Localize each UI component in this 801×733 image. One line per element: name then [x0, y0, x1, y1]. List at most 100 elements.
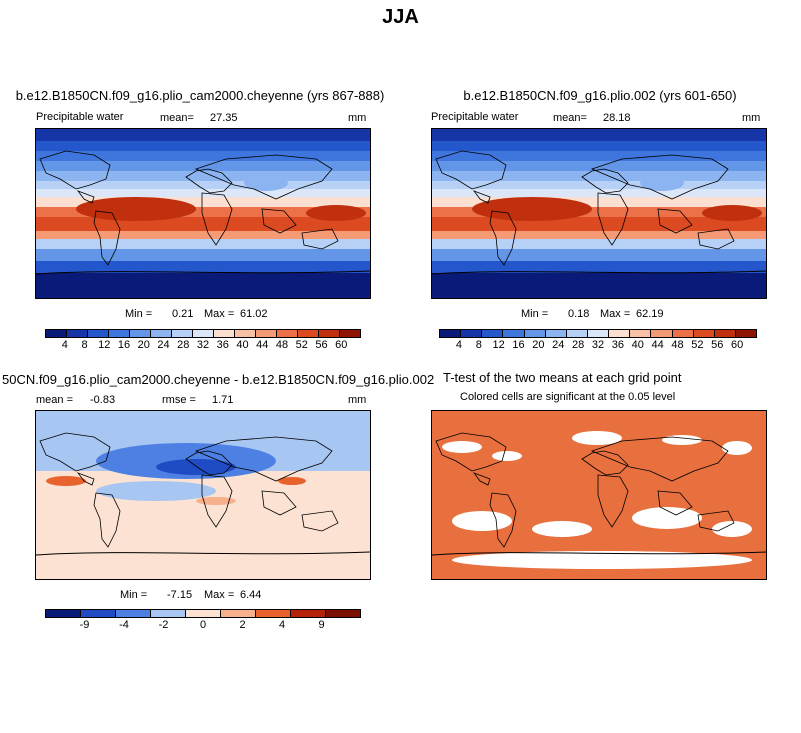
panel3-max-value: 6.44: [240, 589, 262, 601]
continent-outline: [590, 154, 729, 200]
precip-band: [36, 161, 370, 171]
colorbar-tick-label: 8: [475, 339, 482, 351]
continent-outline: [39, 150, 111, 190]
colorbar-swatch: [116, 610, 151, 617]
panel1-max-value: 61.02: [240, 308, 268, 320]
precip-band: [432, 129, 766, 141]
non-significant-area: [712, 521, 752, 537]
panel4-map: [431, 410, 767, 580]
non-significant-area: [572, 431, 622, 445]
colorbar-swatch: [214, 330, 235, 337]
precip-band: [432, 197, 766, 207]
colorbar-swatch: [67, 330, 88, 337]
continent-outline: [261, 208, 297, 234]
non-significant-area: [722, 441, 752, 455]
precip-band: [36, 151, 370, 161]
panel2-units: mm: [742, 112, 761, 124]
colorbar-swatch: [235, 330, 256, 337]
colorbar-tick-label: -9: [79, 619, 90, 631]
colorbar-tick-label: 8: [81, 339, 88, 351]
colorbar-tick-label: 24: [157, 339, 170, 351]
colorbar-tick-label: 32: [196, 339, 210, 351]
colorbar-swatch: [503, 330, 525, 337]
panel1-map: [35, 128, 371, 299]
colorbar-tick-label: 24: [552, 339, 565, 351]
colorbar-swatch: [524, 330, 546, 337]
colorbar-swatch: [88, 330, 109, 337]
panel3-rmse-value: 1.71: [212, 394, 234, 406]
panel2-colorbar-labels: 4 8 12 16 20 24 28 32 36 40 44 48 52 56 60: [439, 339, 757, 353]
colorbar-tick-label: 52: [295, 339, 308, 351]
panel3-map: [35, 410, 371, 580]
colorbar-swatch: [587, 330, 610, 337]
panel4-subtitle: Colored cells are significant at the 0.0…: [460, 391, 676, 403]
precip-band: [432, 273, 766, 298]
continent-outline: [201, 192, 233, 246]
atlantic-itcz-blob: [306, 205, 366, 221]
colorbar-tick-label: 2: [239, 619, 246, 631]
precip-band: [432, 181, 766, 189]
colorbar-swatch: [277, 330, 298, 337]
diff-positive-region: [278, 477, 306, 485]
colorbar-tick-label: 52: [691, 339, 704, 351]
colorbar-swatch: [319, 330, 340, 337]
colorbar-tick-label: 9: [318, 619, 325, 631]
precip-band: [36, 197, 370, 207]
panel1-colorbar: [45, 329, 361, 338]
precip-band: [36, 171, 370, 181]
warm-pool-blob: [76, 197, 196, 221]
panel1-units: mm: [348, 112, 367, 124]
colorbar-swatch: [714, 330, 736, 337]
panel2-max-value: 62.19: [636, 308, 664, 320]
non-significant-area: [492, 451, 522, 461]
colorbar-swatch: [340, 330, 360, 337]
panel2-min-label: Min =: [521, 308, 549, 320]
continent-outline: [301, 228, 339, 250]
continent-outline: [597, 192, 629, 246]
continent-outline: [590, 436, 729, 482]
precip-band: [36, 141, 370, 151]
precip-band: [432, 161, 766, 171]
colorbar-swatch: [672, 330, 694, 337]
colorbar-tick-label: 48: [671, 339, 684, 351]
colorbar-tick-label: 20: [137, 339, 150, 351]
colorbar-swatch: [693, 330, 715, 337]
continent-outline: [472, 472, 491, 486]
panel2-mean-value: 28.18: [603, 112, 631, 124]
colorbar-swatch: [651, 330, 673, 337]
colorbar-tick-label: 4: [278, 619, 286, 631]
colorbar-swatch: [221, 610, 256, 617]
precip-band: [432, 151, 766, 161]
colorbar-swatch: [46, 330, 67, 337]
colorbar-tick-label: 44: [256, 339, 269, 351]
non-significant-area: [452, 511, 512, 531]
panel3-min-value: -7.15: [167, 589, 193, 601]
diff-band: [96, 481, 216, 501]
continent-outline: [489, 492, 517, 548]
colorbar-tick-label: 12: [98, 339, 111, 351]
panel3-units: mm: [348, 394, 367, 406]
diff-positive-region: [46, 476, 86, 486]
colorbar-swatch: [130, 330, 151, 337]
continent-outline: [472, 190, 491, 204]
panel2-min-value: 0.18: [568, 308, 590, 320]
continent-outline: [301, 510, 339, 532]
colorbar-tick-label: 4: [455, 339, 462, 351]
continent-outline: [657, 208, 693, 234]
colorbar-swatch: [256, 330, 277, 337]
colorbar-swatch: [298, 330, 319, 337]
antarctica-coastline: [36, 551, 370, 556]
panel3-rmse-label: rmse =: [162, 394, 196, 406]
colorbar-swatch: [81, 610, 116, 617]
colorbar-swatch: [151, 330, 172, 337]
precip-band: [432, 207, 766, 217]
continent-outline: [597, 474, 629, 528]
panel1-title: b.e12.B1850CN.f09_g16.plio_cam2000.cheye…: [15, 88, 385, 103]
colorbar-swatch: [609, 330, 631, 337]
antarctica-coastline: [432, 551, 766, 556]
colorbar-tick-label: 12: [492, 339, 505, 351]
non-significant-area: [632, 507, 702, 529]
dry-region-blob: [244, 175, 288, 191]
panel2-title: b.e12.B1850CN.f09_g16.plio.002 (yrs 601-…: [463, 88, 737, 103]
colorbar-tick-label: 56: [315, 339, 328, 351]
